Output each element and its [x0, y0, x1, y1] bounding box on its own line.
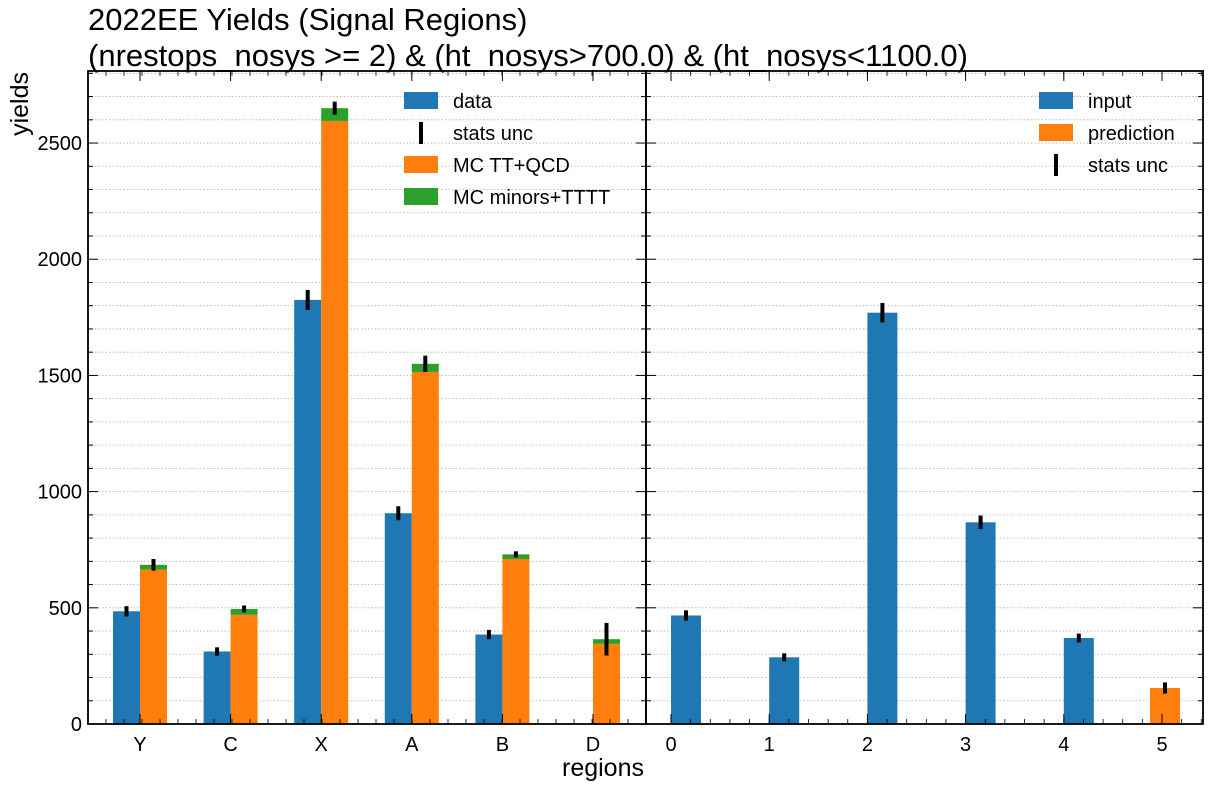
right-plot-frame: [645, 70, 1204, 725]
legend-label-1: stats unc: [453, 123, 533, 145]
data-bar-X: [294, 299, 322, 724]
x-tick-label-B: B: [496, 734, 509, 756]
x-tick-label-C: C: [223, 734, 237, 756]
data-bar-C: [203, 651, 231, 724]
data-bar-B: [475, 634, 503, 724]
input-bar-2: [867, 312, 898, 724]
legend-swatch-right-1: [1039, 124, 1073, 141]
left-ticks: 0 500 1000 1500 2000 2500 Y C X A B D: [38, 71, 646, 756]
x-tick-label-Y: Y: [133, 734, 146, 756]
input-bar-1: [769, 657, 800, 724]
mc-ttqcd-bar-X: [321, 120, 349, 724]
legend-swatch-2: [404, 156, 438, 173]
legend-label-right-2: stats unc: [1088, 155, 1168, 177]
x-tick-label-3: 3: [960, 734, 971, 756]
left-panel-plot: 0 500 1000 1500 2000 2500 Y C X A B D data stats unc…: [38, 70, 647, 756]
legend-label-3: MC minors+TTTT: [453, 187, 610, 209]
y-tick-label: 1000: [38, 482, 83, 504]
y-tick-label: 2500: [38, 133, 83, 155]
y-tick-label: 0: [71, 714, 82, 736]
legend-swatch-0: [404, 92, 438, 109]
data-bar-A: [384, 513, 412, 724]
legend-swatch-3: [404, 188, 438, 205]
y-tick-label: 1500: [38, 365, 83, 387]
mc-ttqcd-bar-Y: [140, 569, 167, 724]
x-tick-label-A: A: [405, 734, 419, 756]
legend-label-right-0: input: [1088, 91, 1132, 113]
right-legend: input prediction stats unc: [1039, 91, 1175, 177]
prediction-bar-5: [1150, 687, 1180, 724]
legend-swatch-right-0: [1039, 92, 1073, 109]
x-tick-label-5: 5: [1156, 734, 1167, 756]
x-tick-label-2: 2: [862, 734, 873, 756]
x-tick-label-1: 1: [764, 734, 775, 756]
x-tick-label-D: D: [586, 734, 600, 756]
left-legend: data stats unc MC TT+QCD MC minors+TTTT: [404, 91, 610, 209]
x-tick-label-X: X: [315, 734, 328, 756]
y-axis-label: yields: [6, 72, 34, 136]
legend-label-right-1: prediction: [1088, 123, 1175, 145]
input-bar-0: [671, 615, 701, 724]
chart-title-line-1: 2022EE Yields (Signal Regions): [88, 2, 527, 37]
legend-label-2: MC TT+QCD: [453, 155, 570, 177]
right-error-bars: [684, 302, 1167, 694]
y-tick-label: 500: [49, 598, 82, 620]
legend-label-0: data: [453, 91, 493, 113]
left-error-bars: [124, 101, 609, 656]
input-bar-3: [965, 522, 996, 724]
x-tick-label-4: 4: [1058, 734, 1069, 756]
mc-ttqcd-bar-C: [230, 614, 258, 724]
x-axis-label: regions: [562, 754, 644, 782]
mc-ttqcd-bar-B: [502, 559, 530, 724]
y-tick-label: 2000: [38, 249, 83, 271]
input-bar-4: [1063, 638, 1094, 724]
x-tick-label-0: 0: [665, 734, 676, 756]
right-panel-plot: 0 1 2 3 4 5 input prediction stats unc: [645, 70, 1204, 756]
mc-ttqcd-bar-D: [593, 643, 620, 724]
data-bar-Y: [113, 611, 140, 724]
mc-ttqcd-bar-A: [411, 371, 439, 724]
right-bars: [671, 312, 1180, 724]
chart-title-line-2: (nrestops_nosys >= 2) & (ht_nosys>700.0)…: [88, 38, 968, 73]
